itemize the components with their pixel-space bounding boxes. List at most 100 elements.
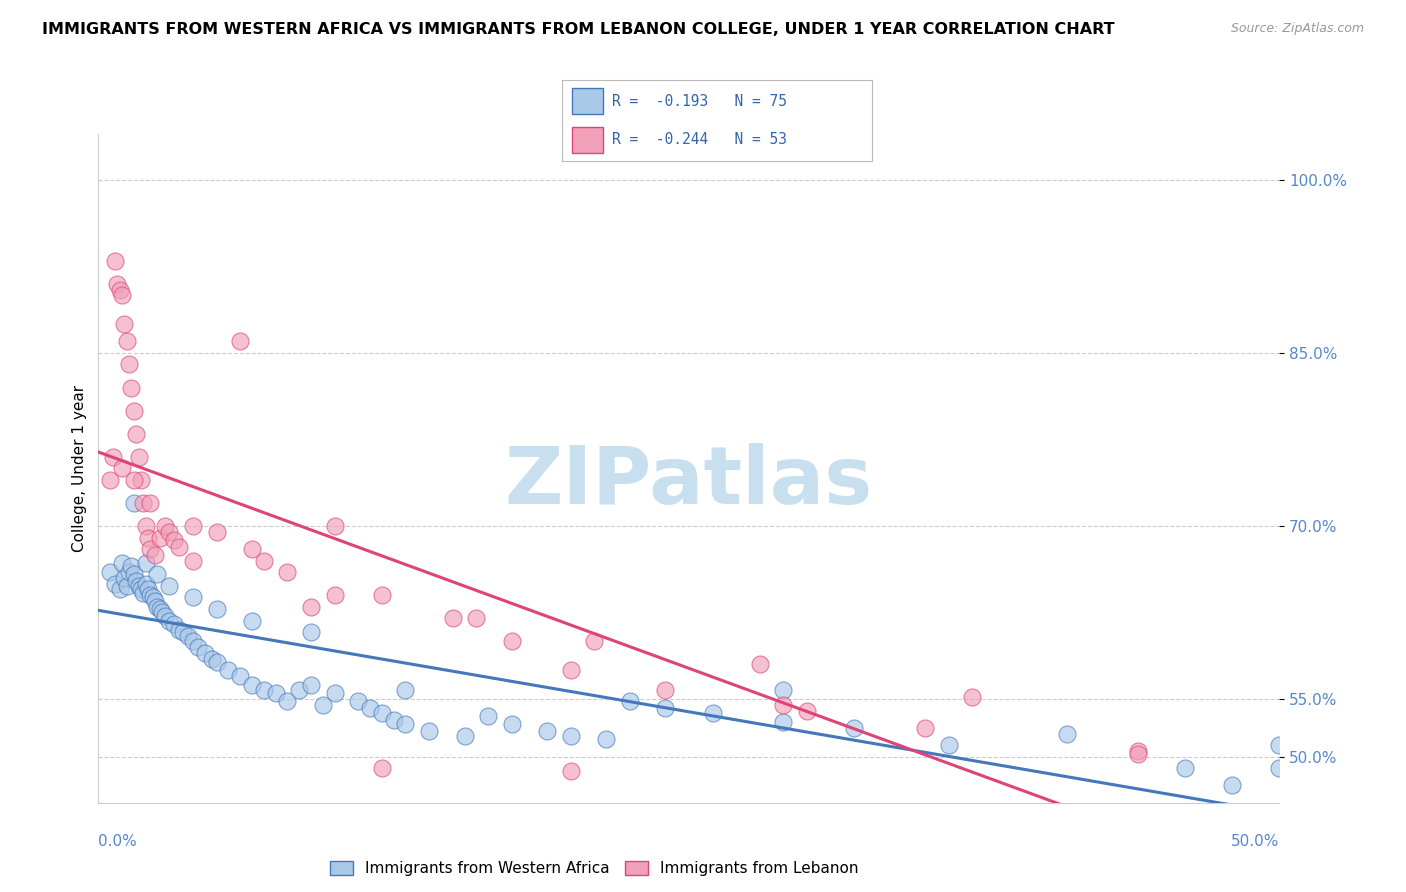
Bar — [572, 88, 603, 114]
Point — [772, 714, 794, 729]
Point — [619, 694, 641, 708]
Point — [149, 602, 172, 616]
Point — [122, 473, 145, 487]
Point — [938, 738, 960, 752]
Point — [108, 582, 131, 597]
Point — [453, 729, 475, 743]
Point — [111, 461, 134, 475]
Text: 50.0%: 50.0% — [1232, 834, 1279, 849]
Point — [111, 556, 134, 570]
Point — [153, 609, 176, 624]
Point — [276, 565, 298, 579]
Point — [135, 576, 157, 591]
Point — [323, 588, 346, 602]
Point — [118, 565, 141, 579]
Point — [264, 686, 287, 700]
Point — [359, 701, 381, 715]
Point — [205, 655, 228, 669]
Point — [157, 614, 180, 628]
Point — [276, 694, 298, 708]
Point — [844, 721, 866, 735]
Point — [122, 496, 145, 510]
Point — [181, 553, 204, 567]
Point — [477, 709, 499, 723]
Bar — [572, 127, 603, 153]
Point — [371, 706, 394, 720]
Text: 0.0%: 0.0% — [98, 834, 138, 849]
Point — [121, 380, 143, 394]
Point — [129, 473, 152, 487]
Point — [135, 556, 157, 570]
Legend: Immigrants from Western Africa, Immigrants from Lebanon: Immigrants from Western Africa, Immigran… — [323, 855, 865, 882]
Point — [146, 567, 169, 582]
Point — [139, 588, 162, 602]
Point — [136, 582, 159, 597]
Point — [98, 473, 121, 487]
Point — [1268, 761, 1291, 775]
Point — [163, 533, 186, 547]
Point — [441, 611, 464, 625]
Point — [125, 426, 148, 441]
Point — [240, 614, 263, 628]
Point — [394, 682, 416, 697]
Point — [465, 611, 488, 625]
Point — [702, 706, 724, 720]
Point — [150, 606, 173, 620]
Point — [371, 588, 394, 602]
Point — [181, 591, 204, 605]
Point — [101, 450, 124, 464]
Point — [157, 579, 180, 593]
Point — [371, 761, 394, 775]
Point — [1126, 747, 1149, 762]
Point — [323, 686, 346, 700]
Point — [121, 559, 143, 574]
Point — [172, 625, 194, 640]
Point — [132, 496, 155, 510]
Point — [288, 682, 311, 697]
Point — [143, 548, 166, 562]
Point — [205, 524, 228, 539]
Point — [536, 724, 558, 739]
Point — [229, 669, 252, 683]
Point — [914, 721, 936, 735]
Point — [323, 519, 346, 533]
Point — [772, 698, 794, 712]
Point — [105, 277, 128, 291]
Point — [181, 634, 204, 648]
Text: R =  -0.193   N = 75: R = -0.193 N = 75 — [612, 94, 787, 109]
Text: IMMIGRANTS FROM WESTERN AFRICA VS IMMIGRANTS FROM LEBANON COLLEGE, UNDER 1 YEAR : IMMIGRANTS FROM WESTERN AFRICA VS IMMIGR… — [42, 22, 1115, 37]
Point — [748, 657, 770, 672]
Point — [128, 450, 150, 464]
Point — [299, 678, 322, 692]
Point — [962, 690, 984, 704]
Point — [98, 565, 121, 579]
Point — [167, 540, 190, 554]
Point — [115, 334, 138, 349]
Point — [129, 582, 152, 597]
Point — [253, 553, 276, 567]
Point — [104, 253, 127, 268]
Point — [253, 682, 276, 697]
Point — [139, 542, 162, 557]
Point — [560, 764, 582, 778]
Point — [501, 634, 523, 648]
Point — [112, 317, 135, 331]
Point — [312, 698, 335, 712]
Point — [382, 713, 405, 727]
Point — [299, 599, 322, 614]
Point — [136, 531, 159, 545]
Point — [347, 694, 370, 708]
Point — [201, 651, 224, 665]
Point — [108, 283, 131, 297]
Text: ZIPatlas: ZIPatlas — [505, 442, 873, 521]
Point — [181, 519, 204, 533]
Point — [796, 704, 818, 718]
Point — [177, 629, 200, 643]
Point — [1220, 779, 1243, 793]
Point — [143, 594, 166, 608]
Point — [122, 403, 145, 417]
Point — [167, 623, 190, 637]
Point — [583, 634, 606, 648]
Point — [217, 663, 239, 677]
Point — [1268, 738, 1291, 752]
